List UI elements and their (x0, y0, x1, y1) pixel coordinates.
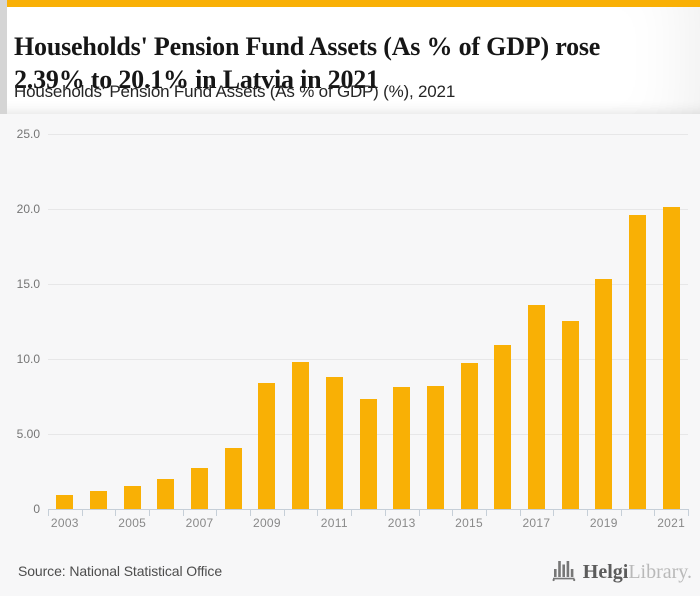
gridline (48, 284, 688, 285)
bar (662, 207, 680, 509)
bar (90, 491, 108, 509)
bar (393, 387, 411, 509)
x-tick-label: 2017 (522, 516, 551, 530)
y-tick-label: 25.0 (16, 127, 40, 141)
bar (157, 479, 175, 509)
logo-text-library: Library. (628, 561, 692, 583)
axis-tick (183, 510, 184, 516)
bar (224, 448, 242, 509)
axis-tick (115, 510, 116, 516)
chart-subtitle: Households' Pension Fund Assets (As % of… (14, 82, 456, 101)
y-tick-label: 10.0 (16, 352, 40, 366)
axis-tick (149, 510, 150, 516)
gridline (48, 209, 688, 210)
logo-text-helgi: Helgi (582, 561, 629, 583)
x-tick-label: 2015 (455, 516, 483, 530)
axis-tick (216, 510, 217, 516)
axis-tick (419, 510, 420, 516)
axis-tick (351, 510, 352, 516)
y-tick-label: 20.0 (16, 202, 40, 216)
bar (426, 386, 444, 509)
axis-tick (553, 510, 554, 516)
bar (494, 345, 512, 509)
x-tick-label: 2013 (387, 516, 416, 530)
header-left-edge (0, 0, 7, 114)
axis-tick (284, 510, 285, 516)
helgi-library-logo: HelgiLibrary. (552, 557, 692, 587)
x-axis-line (48, 509, 689, 510)
x-tick-label: 2005 (118, 516, 147, 530)
header: Households' Pension Fund Assets (As % of… (0, 0, 700, 114)
bar (56, 495, 74, 509)
gridline (48, 134, 688, 135)
y-tick-label: 0 (33, 502, 40, 516)
bar (359, 399, 377, 509)
bar (527, 305, 545, 509)
y-tick-label: 15.0 (16, 277, 40, 291)
axis-tick (621, 510, 622, 516)
axis-tick (452, 510, 453, 516)
page-title-line2: 2.39% to 20.1% in Latvia in 2021 (14, 65, 379, 95)
bar (561, 321, 579, 509)
x-tick-label: 2003 (50, 516, 79, 530)
y-tick-label: 5.00 (16, 427, 40, 441)
x-tick-label: 2019 (589, 516, 618, 530)
axis-tick (587, 510, 588, 516)
bar (628, 215, 646, 509)
x-tick-label: 2009 (252, 516, 281, 530)
bar (595, 279, 613, 509)
axis-tick (48, 510, 49, 516)
bar (258, 383, 276, 509)
axis-tick (520, 510, 521, 516)
axis-tick (385, 510, 386, 516)
bar (123, 486, 141, 509)
helgi-bars-icon (552, 557, 578, 587)
bar (191, 468, 209, 509)
gridline (48, 359, 688, 360)
x-tick-label: 2007 (185, 516, 214, 530)
axis-tick (486, 510, 487, 516)
logo-wordmark: HelgiLibrary. (583, 559, 692, 585)
page-title: Households' Pension Fund Assets (As % of… (14, 30, 600, 96)
bar (460, 363, 478, 509)
bar (292, 362, 310, 509)
x-tick-label: 2011 (320, 516, 348, 530)
axis-tick (654, 510, 655, 516)
source-note: Source: National Statistical Office (18, 563, 223, 579)
axis-tick (317, 510, 318, 516)
bar (325, 377, 343, 509)
axis-tick (250, 510, 251, 516)
accent-top-bar (7, 0, 700, 7)
x-tick-label: 2021 (657, 516, 686, 530)
axis-tick (688, 510, 689, 516)
page-title-line1: Households' Pension Fund Assets (As % of… (14, 32, 601, 62)
axis-tick (82, 510, 83, 516)
